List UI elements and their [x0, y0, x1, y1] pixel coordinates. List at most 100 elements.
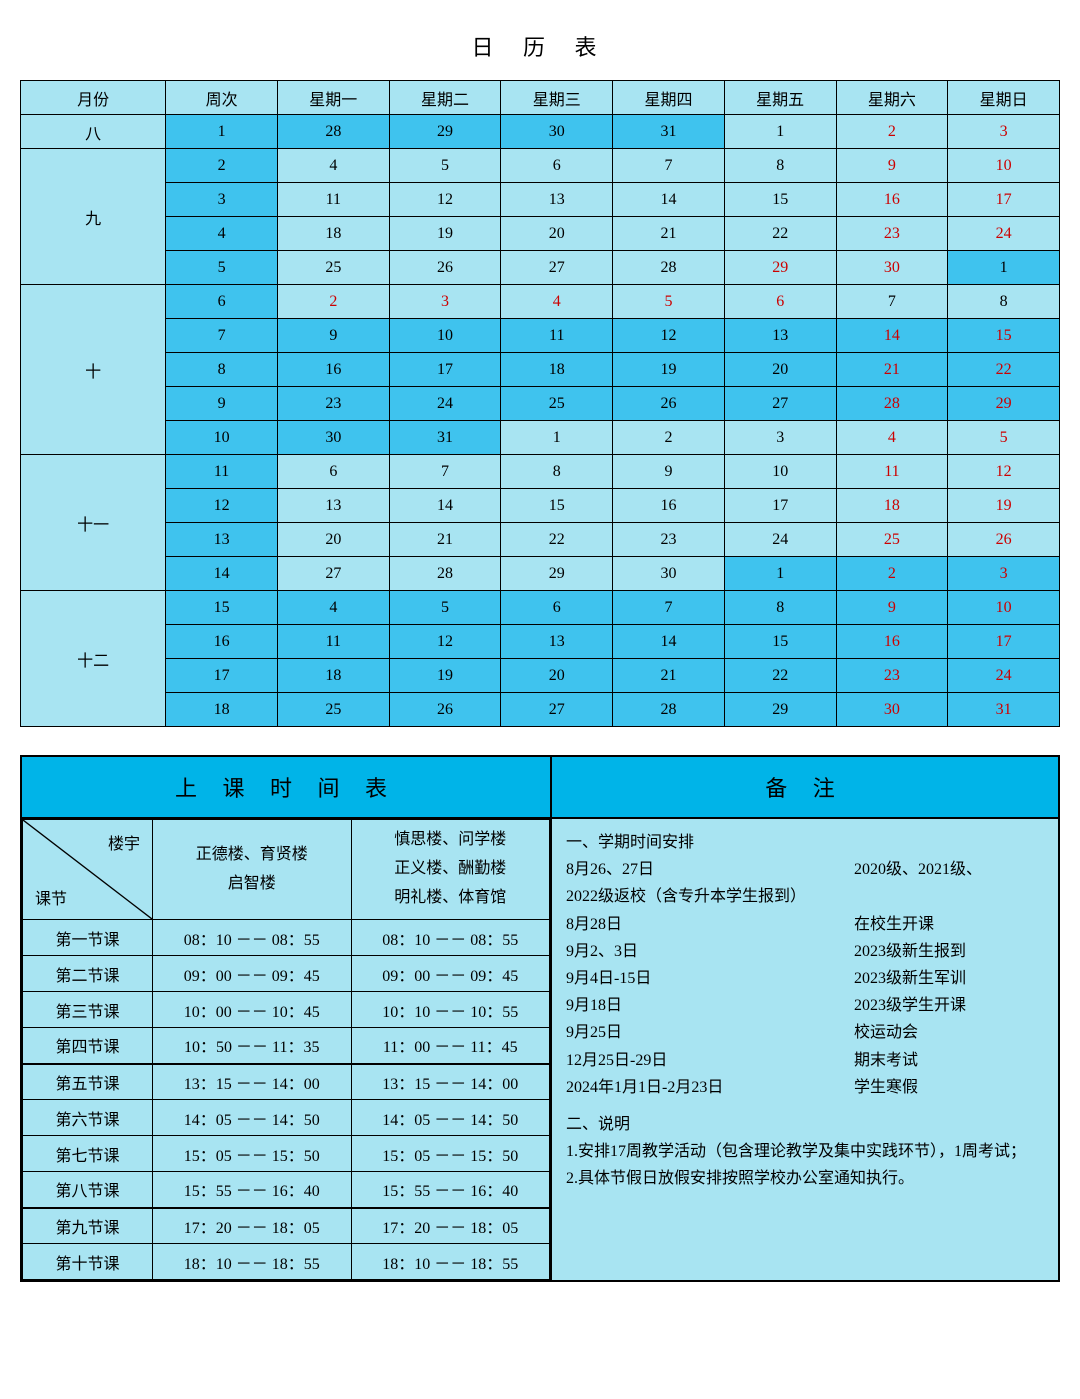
- day-cell: 7: [389, 455, 501, 489]
- day-cell: 10: [948, 149, 1060, 183]
- calendar-header: 星期三: [501, 81, 613, 115]
- day-cell: 2: [836, 115, 948, 149]
- day-cell: 31: [389, 421, 501, 455]
- day-cell: 17: [724, 489, 836, 523]
- day-cell: 15: [724, 625, 836, 659]
- calendar-header: 星期日: [948, 81, 1060, 115]
- day-cell: 17: [948, 183, 1060, 217]
- day-cell: 7: [613, 591, 725, 625]
- day-cell: 13: [724, 319, 836, 353]
- day-cell: 12: [389, 183, 501, 217]
- day-cell: 9: [836, 149, 948, 183]
- day-cell: 11: [501, 319, 613, 353]
- day-cell: 2: [836, 557, 948, 591]
- month-cell: 十一: [21, 455, 166, 591]
- time-cell: 13：15 －－ 14：00: [153, 1064, 352, 1100]
- day-cell: 24: [948, 659, 1060, 693]
- time-cell: 10：00 －－ 10：45: [153, 992, 352, 1028]
- day-cell: 12: [948, 455, 1060, 489]
- day-cell: 18: [501, 353, 613, 387]
- time-cell: 17：20 －－ 18：05: [153, 1208, 352, 1244]
- day-cell: 10: [389, 319, 501, 353]
- day-cell: 27: [277, 557, 389, 591]
- schedule-table: 楼宇 课节 正德楼、育贤楼启智楼 慎思楼、问学楼正义楼、酬勤楼明礼楼、体育馆 第…: [22, 819, 550, 1280]
- time-cell: 15：05 －－ 15：50: [351, 1136, 550, 1172]
- day-cell: 6: [501, 149, 613, 183]
- day-cell: 9: [277, 319, 389, 353]
- notes-item: 8月26、27日2020级、2021级、: [566, 856, 1044, 883]
- month-cell: 十: [21, 285, 166, 455]
- day-cell: 3: [948, 557, 1060, 591]
- notes-item: 2022级返校（含专升本学生报到）: [566, 883, 1044, 910]
- week-cell: 18: [166, 693, 278, 727]
- day-cell: 8: [724, 149, 836, 183]
- day-cell: 13: [501, 183, 613, 217]
- period-label: 第七节课: [23, 1136, 153, 1172]
- schedule-box: 上 课 时 间 表 楼宇 课节 正德楼、育贤楼启智楼 慎思楼、问学楼正义楼、酬勤…: [22, 757, 552, 1280]
- day-cell: 28: [613, 693, 725, 727]
- period-label: 第九节课: [23, 1208, 153, 1244]
- week-cell: 17: [166, 659, 278, 693]
- day-cell: 11: [277, 183, 389, 217]
- month-cell: 九: [21, 149, 166, 285]
- day-cell: 6: [501, 591, 613, 625]
- day-cell: 21: [836, 353, 948, 387]
- notes-title: 备 注: [552, 757, 1058, 819]
- calendar-header: 星期五: [724, 81, 836, 115]
- day-cell: 29: [724, 251, 836, 285]
- calendar-header: 周次: [166, 81, 278, 115]
- period-label: 第四节课: [23, 1028, 153, 1064]
- calendar-header: 月份: [21, 81, 166, 115]
- day-cell: 30: [501, 115, 613, 149]
- day-cell: 28: [613, 251, 725, 285]
- day-cell: 14: [613, 625, 725, 659]
- day-cell: 12: [389, 625, 501, 659]
- day-cell: 17: [389, 353, 501, 387]
- notes-box: 备 注 一、学期时间安排8月26、27日2020级、2021级、2022级返校（…: [552, 757, 1058, 1280]
- day-cell: 25: [277, 693, 389, 727]
- week-cell: 2: [166, 149, 278, 183]
- week-cell: 10: [166, 421, 278, 455]
- day-cell: 19: [948, 489, 1060, 523]
- calendar-header: 星期六: [836, 81, 948, 115]
- period-label: 第一节课: [23, 920, 153, 956]
- diag-bot-label: 课节: [35, 885, 67, 909]
- time-cell: 18：10 －－ 18：55: [153, 1244, 352, 1280]
- day-cell: 16: [836, 625, 948, 659]
- day-cell: 24: [948, 217, 1060, 251]
- day-cell: 11: [836, 455, 948, 489]
- day-cell: 29: [948, 387, 1060, 421]
- day-cell: 21: [613, 217, 725, 251]
- notes-para: 2.具体节假日放假安排按照学校办公室通知执行。: [566, 1165, 1044, 1192]
- time-cell: 14：05 －－ 14：50: [153, 1100, 352, 1136]
- building-b-header: 慎思楼、问学楼正义楼、酬勤楼明礼楼、体育馆: [351, 820, 550, 920]
- week-cell: 11: [166, 455, 278, 489]
- notes-section2-title: 二、说明: [566, 1111, 1044, 1138]
- week-cell: 4: [166, 217, 278, 251]
- period-label: 第五节课: [23, 1064, 153, 1100]
- day-cell: 13: [501, 625, 613, 659]
- day-cell: 21: [389, 523, 501, 557]
- day-cell: 27: [724, 387, 836, 421]
- day-cell: 23: [836, 217, 948, 251]
- notes-item: 9月4日-15日2023级新生军训: [566, 965, 1044, 992]
- building-a-header: 正德楼、育贤楼启智楼: [153, 820, 352, 920]
- diagonal-header: 楼宇 课节: [23, 820, 153, 920]
- day-cell: 1: [948, 251, 1060, 285]
- day-cell: 15: [724, 183, 836, 217]
- period-label: 第八节课: [23, 1172, 153, 1208]
- time-cell: 13：15 －－ 14：00: [351, 1064, 550, 1100]
- time-cell: 08：10 －－ 08：55: [153, 920, 352, 956]
- time-cell: 11：00 －－ 11：45: [351, 1028, 550, 1064]
- day-cell: 29: [389, 115, 501, 149]
- day-cell: 8: [501, 455, 613, 489]
- period-label: 第十节课: [23, 1244, 153, 1280]
- time-cell: 18：10 －－ 18：55: [351, 1244, 550, 1280]
- day-cell: 17: [948, 625, 1060, 659]
- week-cell: 3: [166, 183, 278, 217]
- day-cell: 4: [277, 591, 389, 625]
- day-cell: 16: [836, 183, 948, 217]
- time-cell: 08：10 －－ 08：55: [351, 920, 550, 956]
- day-cell: 19: [613, 353, 725, 387]
- calendar-header: 星期二: [389, 81, 501, 115]
